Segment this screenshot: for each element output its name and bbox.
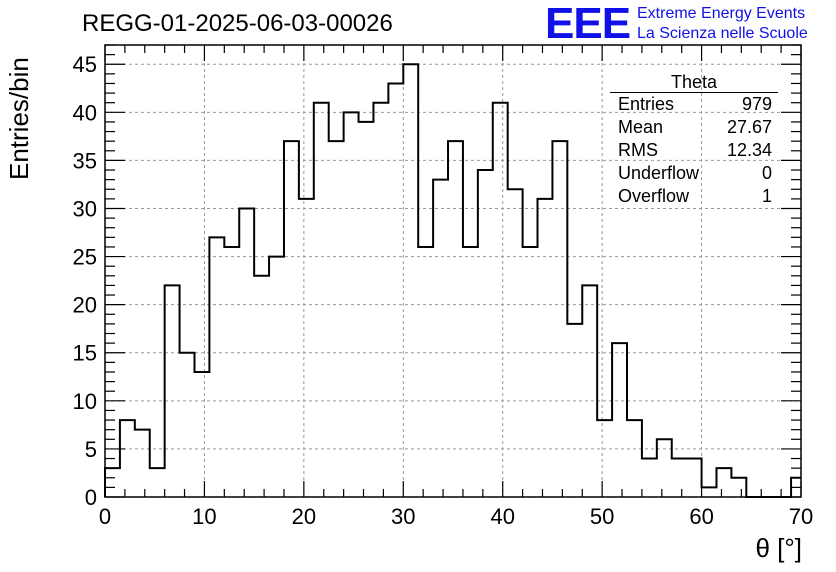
y-tick-label: 20 — [73, 293, 97, 318]
x-tick-label: 10 — [192, 504, 216, 529]
stats-value: 0 — [761, 163, 772, 183]
stats-value: 27.67 — [726, 117, 772, 137]
grid-lines — [105, 45, 801, 497]
stats-label: Underflow — [618, 163, 700, 183]
histogram-step-line — [104, 63, 801, 498]
stats-label: RMS — [618, 140, 658, 160]
stats-row-underflow: Underflow 0 — [610, 162, 778, 185]
x-tick-label: 0 — [99, 504, 111, 529]
y-tick-label: 40 — [73, 100, 97, 125]
stats-label: Entries — [618, 94, 675, 114]
stats-box: Theta Entries 979 Mean 27.67 RMS 12.34 U… — [610, 72, 778, 208]
stats-value: 12.34 — [726, 140, 772, 160]
y-axis-label: Entries/bin — [4, 57, 34, 180]
x-tick-label: 40 — [490, 504, 514, 529]
y-tick-label: 0 — [85, 485, 97, 510]
stats-label: Overflow — [618, 186, 690, 206]
stats-title: Theta — [610, 72, 778, 93]
stats-row-mean: Mean 27.67 — [610, 116, 778, 139]
y-tick-label: 25 — [73, 245, 97, 270]
x-tick-label: 70 — [789, 504, 813, 529]
x-tick-label: 30 — [391, 504, 415, 529]
y-tick-label: 5 — [85, 437, 97, 462]
logo-subtitle-2: La Scienza nelle Scuole — [637, 25, 808, 42]
x-tick-label: 50 — [590, 504, 614, 529]
stats-value: 979 — [741, 94, 772, 114]
stats-value: 1 — [761, 186, 772, 206]
x-tick-label: 60 — [689, 504, 713, 529]
stats-row-rms: RMS 12.34 — [610, 139, 778, 162]
y-tick-label: 30 — [73, 196, 97, 221]
stats-label: Mean — [618, 117, 664, 137]
logo-subtitle-1: Extreme Energy Events — [637, 5, 806, 22]
eee-logo: EEE — [545, 0, 631, 48]
stats-row-entries: Entries 979 — [610, 93, 778, 116]
stats-row-overflow: Overflow 1 — [610, 185, 778, 208]
x-axis-label: θ [°] — [755, 533, 802, 563]
y-tick-label: 10 — [73, 389, 97, 414]
y-tick-label: 15 — [73, 341, 97, 366]
x-tick-label: 20 — [292, 504, 316, 529]
y-tick-label: 45 — [73, 52, 97, 77]
y-tick-label: 35 — [73, 148, 97, 173]
plot-frame — [104, 44, 802, 498]
run-title: REGG-01-2025-06-03-00026 — [82, 10, 393, 37]
